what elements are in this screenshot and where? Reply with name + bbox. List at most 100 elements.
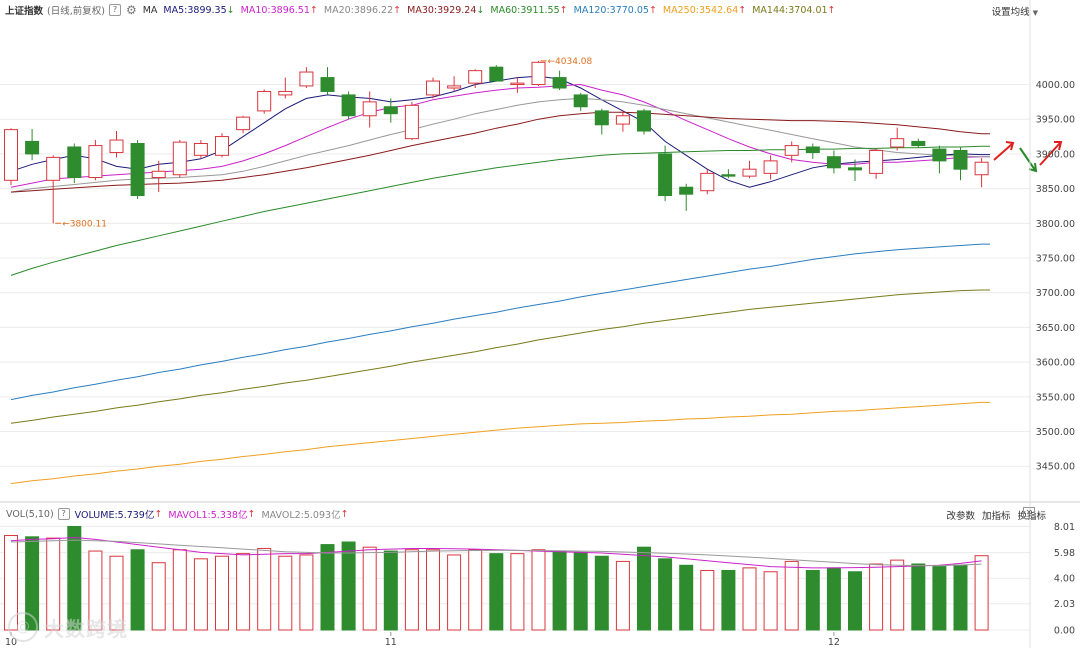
ma-settings-label: 设置均线 xyxy=(991,7,1030,18)
volume-bar xyxy=(278,555,293,631)
trend-arrows xyxy=(993,141,1063,173)
candle-up xyxy=(299,71,314,87)
arrow-up-icon: ↑ xyxy=(648,4,657,16)
ma-legend-item: MA120:3770.05 ↑ xyxy=(573,4,657,16)
volume-bar xyxy=(742,567,757,631)
gear-icon[interactable]: ⚙ xyxy=(125,3,137,17)
ma-line-ma30 xyxy=(10,111,990,193)
index-title: 上证指数 xyxy=(5,6,44,17)
volume-bar xyxy=(172,549,187,631)
candle-down xyxy=(805,146,820,154)
ma-legend-item: MA10:3896.51 ↑ xyxy=(240,4,318,16)
volume-bar xyxy=(426,549,440,631)
price-tick-label: 3500.00 xyxy=(1036,427,1075,438)
arrow-up-icon xyxy=(1039,142,1061,166)
volume-bar xyxy=(489,553,504,631)
volume-legend-item: MAVOL1:5.338亿 ↑ xyxy=(168,508,256,522)
help-icon[interactable]: ? xyxy=(108,4,121,16)
edit-params-button[interactable]: 改参数 xyxy=(946,511,975,522)
volume-values: VOLUME:5.739亿 ↑ MAVOL1:5.338亿 ↑ MAVOL2:5.0… xyxy=(75,507,355,522)
candle-up xyxy=(869,149,884,174)
switch-indicator-button[interactable]: 换指标 xyxy=(1017,511,1046,522)
candle-down xyxy=(848,167,862,171)
volume-bar xyxy=(257,547,272,631)
candle-down xyxy=(130,143,145,197)
volume-bars xyxy=(4,525,989,631)
price-tick-label: 3850.00 xyxy=(1036,184,1075,195)
volume-bar xyxy=(658,558,673,631)
volume-bar xyxy=(193,558,208,631)
price-tick-label: 3600.00 xyxy=(1036,358,1075,369)
candle-up xyxy=(404,104,419,140)
close-icon[interactable]: ✕ xyxy=(1023,507,1035,519)
candle-down xyxy=(25,140,40,155)
candle-down xyxy=(953,149,968,170)
candle-up xyxy=(510,82,525,86)
arrow-up-icon: ↑ xyxy=(393,4,402,16)
arrow-down-icon: ↓ xyxy=(226,4,235,16)
volume-bar xyxy=(531,549,546,631)
volume-help-icon[interactable]: ? xyxy=(57,508,70,520)
volume-axis: 8.01 5.98 4.00 2.03 0.00 xyxy=(1054,522,1075,637)
ma-settings-button[interactable]: 设置均线 ▼ xyxy=(992,4,1038,18)
volume-bar xyxy=(109,555,124,631)
annotation-label: ←4034.08 xyxy=(548,57,593,67)
arrow-up-icon xyxy=(993,143,1013,161)
candle-down xyxy=(552,77,567,89)
volume-bar xyxy=(383,550,398,631)
ma-legend-item: MA30:3929.24 ↓ xyxy=(407,4,485,16)
ma-legend-item: MA20:3896.22 ↑ xyxy=(323,4,402,16)
candle-down xyxy=(932,148,947,162)
volume-bar xyxy=(721,569,736,631)
price-tick-label: 3950.00 xyxy=(1036,115,1075,126)
price-tick-label: 3650.00 xyxy=(1036,323,1075,334)
candle-up xyxy=(172,141,187,176)
candle-up xyxy=(784,145,799,156)
ma-legend-item: MA60:3911.55 ↑ xyxy=(490,4,568,16)
volume-bar xyxy=(404,549,419,631)
volume-bar xyxy=(953,564,968,631)
volume-bar xyxy=(679,564,694,631)
volume-tick-label: 0.00 xyxy=(1054,626,1075,637)
candle-down xyxy=(341,94,356,117)
ma-values: MA5:3899.35 ↓ MA10:3896.51 ↑ MA20:3896.22 … xyxy=(163,5,841,16)
volume-bar xyxy=(911,563,926,631)
price-tick-label: 4000.00 xyxy=(1036,80,1075,91)
add-indicator-button[interactable]: 加指标 xyxy=(981,511,1011,522)
volume-bar xyxy=(320,544,335,631)
volume-bar xyxy=(130,549,145,631)
candle-up xyxy=(700,172,715,192)
ma-line-ma5 xyxy=(10,75,990,188)
candle-up xyxy=(468,70,483,84)
ma-legend-item: MA250:3542.64 ↑ xyxy=(662,4,747,16)
price-tick-label: 3750.00 xyxy=(1036,254,1075,265)
volume-bar xyxy=(341,541,356,631)
watermark: @ 大数跨境 xyxy=(8,612,128,642)
arrow-up-icon: ↑ xyxy=(154,508,163,520)
date-axis: 10 11 12 xyxy=(5,632,840,648)
candle-up xyxy=(88,145,103,179)
candle-down xyxy=(679,186,694,195)
candle-up xyxy=(278,90,293,96)
arrow-down-icon xyxy=(1019,147,1036,171)
candle-down xyxy=(67,146,82,179)
arrow-up-icon: ↑ xyxy=(247,508,256,520)
candle-up xyxy=(426,80,440,96)
volume-bar xyxy=(848,571,862,631)
volume-bar xyxy=(552,550,567,631)
volume-bar xyxy=(510,553,525,631)
volume-tick-label: 8.01 xyxy=(1054,522,1075,533)
volume-bar xyxy=(215,555,229,631)
arrow-up-icon: ↑ xyxy=(309,4,318,16)
volume-bar xyxy=(468,549,483,631)
volume-bar xyxy=(46,537,61,631)
volume-bar xyxy=(763,571,778,631)
arrow-up-icon xyxy=(1005,141,1015,151)
candle-up xyxy=(236,116,251,131)
price-tick-label: 3550.00 xyxy=(1036,392,1075,403)
candle-down xyxy=(320,77,335,92)
candle-down xyxy=(911,140,926,147)
arrow-down-icon: ↓ xyxy=(476,4,485,16)
volume-legend-item: MAVOL2:5.093亿 ↑ xyxy=(261,508,349,522)
